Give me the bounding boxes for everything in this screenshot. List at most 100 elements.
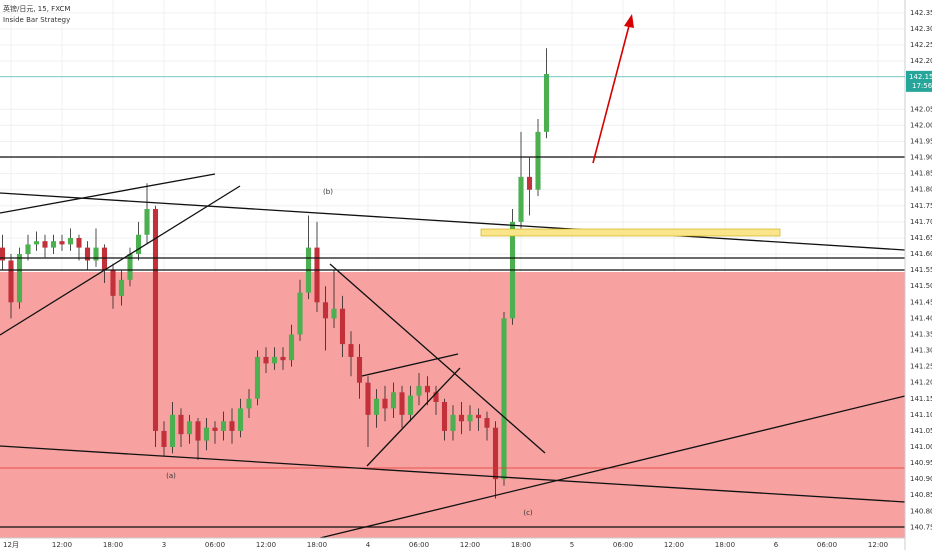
price-tag-label: 142.151 — [909, 73, 932, 81]
candle-body — [127, 254, 133, 280]
candle-body — [348, 344, 354, 357]
x-tick-label: 06:00 — [613, 541, 633, 549]
x-tick-label: 18:00 — [307, 541, 327, 549]
chart-title: 英镑/日元, 15, FXCM — [3, 4, 70, 13]
price-tag — [906, 70, 932, 92]
candle-body — [518, 176, 524, 222]
x-tick-label: 6 — [774, 541, 779, 549]
y-tick-label: 141.750 — [910, 202, 932, 210]
candle-body — [237, 408, 244, 431]
y-tick-label: 141.550 — [910, 266, 932, 274]
candle-body — [467, 414, 473, 422]
candle-body — [8, 260, 14, 303]
trend-line — [0, 185, 241, 336]
y-tick-label: 141.500 — [910, 282, 932, 290]
x-tick-label: 18:00 — [103, 541, 123, 549]
red-zone — [0, 272, 905, 538]
candle-body — [441, 401, 448, 431]
candle-body — [450, 414, 456, 431]
candle-body — [458, 414, 465, 422]
x-tick-label: 06:00 — [205, 541, 225, 549]
x-tick-label: 3 — [162, 541, 166, 549]
trend-line — [0, 192, 906, 251]
x-tick-label: 18:00 — [715, 541, 735, 549]
candle-body — [161, 430, 167, 447]
axes: 140.750 140.800 140.850 140.900 140.950 141.0… — [0, 9, 932, 549]
candle-body — [365, 382, 371, 415]
y-tick-label: 141.600 — [910, 250, 932, 258]
y-tick-label: 142.050 — [910, 105, 932, 113]
y-tick-label: 142.250 — [910, 41, 932, 49]
candle-body — [178, 414, 184, 435]
y-tick-label: 142.350 — [910, 9, 932, 17]
candle-body — [339, 308, 346, 345]
y-tick-label: 141.150 — [910, 395, 932, 403]
candle-body — [195, 421, 201, 441]
candle-body — [382, 398, 388, 409]
candle-body — [390, 392, 397, 409]
candle-body — [322, 302, 329, 319]
candle-body — [93, 247, 99, 261]
y-tick-label: 141.850 — [910, 170, 932, 178]
candle-body — [484, 418, 490, 428]
candle-body — [229, 421, 235, 431]
y-tick-label: 140.850 — [910, 491, 932, 499]
y-tick-label: 140.900 — [910, 475, 932, 483]
candle-body — [433, 392, 439, 402]
candle-body — [271, 356, 278, 364]
annotation: (b) — [323, 188, 333, 196]
candle-body — [152, 209, 159, 431]
candle-body — [492, 427, 499, 480]
y-tick-label: 141.450 — [910, 298, 932, 306]
candle-body — [76, 237, 82, 248]
candle-body — [407, 395, 414, 415]
arrow-head — [624, 14, 634, 28]
zone-box — [480, 228, 781, 237]
candle-body — [220, 421, 227, 431]
x-tick-label: 12:00 — [868, 541, 888, 549]
x-tick-label: 4 — [366, 541, 371, 549]
x-tick-label: 12月 — [3, 541, 19, 549]
y-tick-label: 141.250 — [910, 363, 932, 371]
x-tick-label: 12:00 — [256, 541, 276, 549]
candle-body — [373, 398, 380, 415]
candle-body — [314, 247, 320, 303]
candle-body — [144, 209, 150, 235]
y-tick-label: 141.700 — [910, 218, 932, 226]
y-tick-label: 141.000 — [910, 443, 932, 451]
candle-body — [84, 247, 91, 261]
annotation: (a) — [166, 472, 176, 480]
candle-body — [110, 270, 116, 296]
x-tick-label: 12:00 — [664, 541, 684, 549]
candle-body — [526, 176, 533, 190]
candle-body — [475, 414, 482, 419]
y-tick-label: 141.350 — [910, 330, 932, 338]
y-tick-label: 140.750 — [910, 523, 932, 531]
trend-line — [0, 173, 216, 214]
candle-body — [203, 427, 210, 441]
y-tick-label: 140.950 — [910, 459, 932, 467]
drawings — [0, 14, 906, 539]
x-tick-label: 5 — [570, 541, 574, 549]
x-tick-label: 12:00 — [460, 541, 480, 549]
candle-body — [186, 421, 193, 435]
trend-line — [319, 395, 906, 539]
y-tick-label: 140.800 — [910, 507, 932, 515]
candle-body — [288, 334, 295, 361]
y-tick-label: 141.900 — [910, 154, 932, 162]
countdown: 17:56 — [912, 82, 932, 90]
candle-body — [212, 427, 218, 431]
candle-body — [67, 237, 74, 245]
candle-body — [356, 356, 363, 383]
candle-body — [169, 414, 176, 447]
y-tick-label: 141.650 — [910, 234, 932, 242]
y-tick-label: 142.000 — [910, 121, 932, 129]
candle-body — [535, 131, 541, 190]
y-tick-label: 141.200 — [910, 379, 932, 387]
candle-body — [297, 292, 303, 335]
y-tick-label: 141.100 — [910, 411, 932, 419]
candle-body — [101, 247, 108, 271]
y-tick-label: 142.300 — [910, 25, 932, 33]
trend-line — [361, 353, 459, 377]
